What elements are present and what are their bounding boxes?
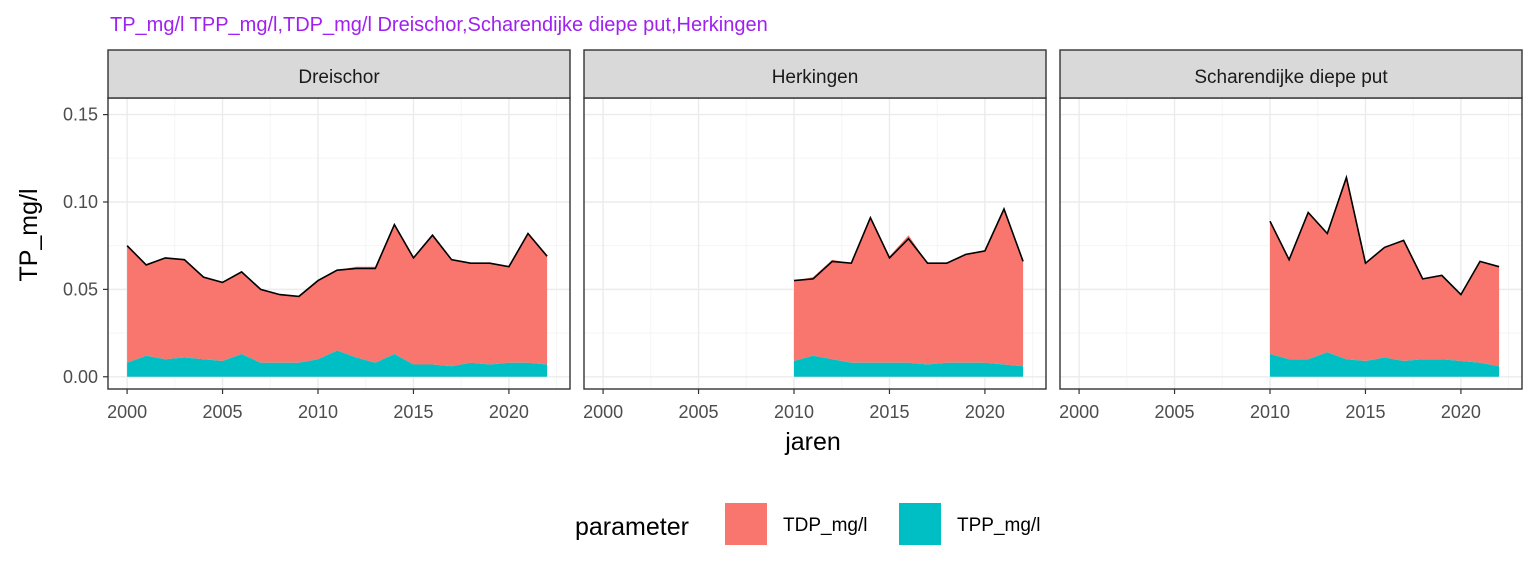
area-tpp	[1270, 352, 1500, 377]
strip-label: Dreischor	[298, 67, 380, 88]
x-tick-label: 2015	[869, 402, 909, 422]
chart-title: TP_mg/l TPP_mg/l,TDP_mg/l Dreischor,Scha…	[110, 14, 768, 36]
strip-background	[1059, 49, 1523, 99]
x-tick-label: 2010	[1250, 402, 1290, 422]
x-tick-label: 2020	[489, 402, 529, 422]
x-tick-label: 2005	[1155, 402, 1195, 422]
x-axis-title: jaren	[784, 428, 841, 456]
facet-panels: Dreischor 2000 2005 2010 2015 2020 0.00 0.05 0.1…	[63, 49, 1523, 422]
legend-key-1	[899, 503, 941, 545]
y-tick-label: 0.15	[63, 105, 98, 125]
legend-label-1: TPP_mg/l	[957, 515, 1040, 536]
line-total-tp	[793, 206, 1024, 282]
x-tick-label: 2005	[679, 402, 719, 422]
legend: parameter TDP_mg/l TPP_mg/l	[575, 503, 1040, 545]
facet-0: Dreischor 2000 2005 2010 2015 2020 0.00 0.05 0.1…	[63, 49, 571, 422]
x-tick-label: 2010	[298, 402, 338, 422]
area-tpp	[127, 350, 548, 377]
strip-background	[583, 49, 1047, 99]
strip-background	[107, 49, 571, 99]
x-tick-label: 2020	[965, 402, 1005, 422]
legend-label-0: TDP_mg/l	[783, 515, 867, 536]
strip-label: Herkingen	[772, 67, 859, 88]
x-tick-label: 2015	[393, 402, 433, 422]
x-tick-label: 2000	[1059, 402, 1099, 422]
x-tick-label: 2015	[1345, 402, 1385, 422]
line-total-tp	[1269, 174, 1500, 296]
area-tpp	[794, 355, 1024, 377]
y-axis-title: TP_mg/l	[15, 188, 43, 281]
area-tdp	[1270, 177, 1500, 367]
facet-2: Scharendijke diepe put 2000 2005 2010 2015 20…	[1059, 49, 1523, 422]
x-tick-label: 2010	[774, 402, 814, 422]
facet-1: Herkingen 2000 2005 2010 2015 2020	[583, 49, 1047, 422]
area-tdp	[127, 226, 548, 367]
y-tick-label: 0.00	[63, 367, 98, 387]
legend-title: parameter	[575, 513, 689, 541]
x-tick-label: 2020	[1441, 402, 1481, 422]
y-tick-label: 0.05	[63, 279, 98, 299]
x-tick-label: 2005	[203, 402, 243, 422]
y-tick-label: 0.10	[63, 192, 98, 212]
x-tick-label: 2000	[107, 402, 147, 422]
strip-label: Scharendijke diepe put	[1194, 67, 1388, 88]
line-total-tp	[126, 222, 548, 298]
legend-key-0	[725, 503, 767, 545]
x-tick-label: 2000	[583, 402, 623, 422]
area-tdp	[794, 207, 1024, 367]
